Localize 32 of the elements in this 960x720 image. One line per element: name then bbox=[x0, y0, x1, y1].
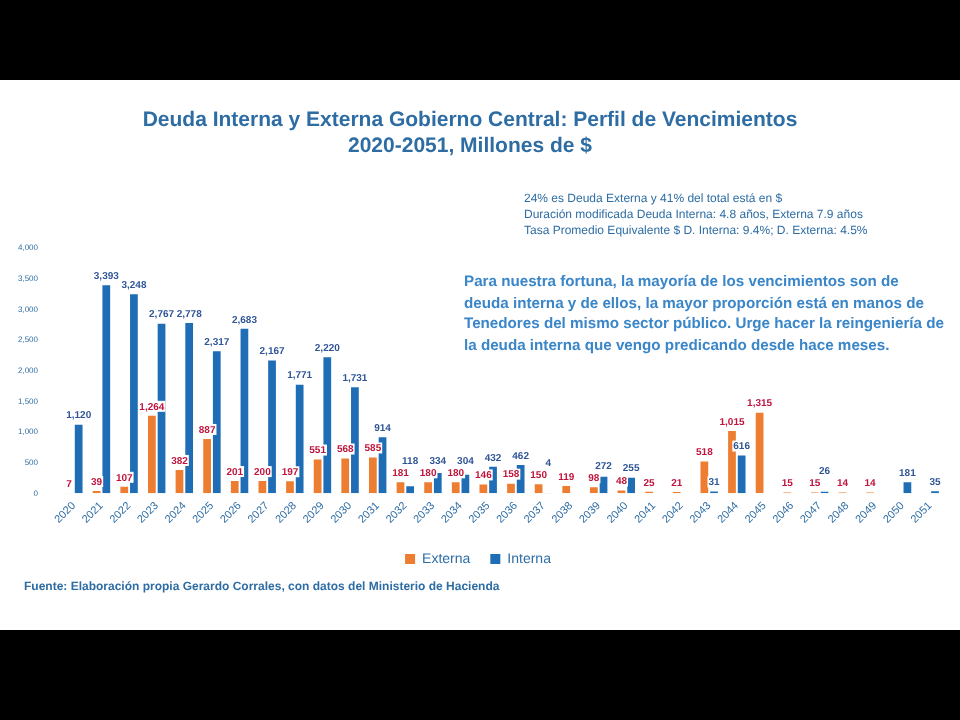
bar bbox=[295, 384, 304, 494]
bar bbox=[700, 461, 709, 494]
bar bbox=[268, 360, 276, 494]
bar bbox=[562, 486, 571, 494]
bar bbox=[351, 387, 359, 494]
bar bbox=[120, 486, 129, 494]
bar bbox=[451, 482, 460, 494]
bar bbox=[203, 438, 211, 494]
bar bbox=[185, 322, 194, 494]
bar bbox=[627, 477, 636, 494]
bar bbox=[286, 481, 294, 494]
bar bbox=[74, 424, 83, 494]
bar bbox=[230, 481, 239, 494]
bar bbox=[323, 357, 332, 494]
bar bbox=[507, 483, 515, 494]
bar bbox=[212, 351, 221, 494]
bar bbox=[406, 486, 415, 494]
bar bbox=[102, 285, 111, 494]
bar bbox=[755, 412, 764, 494]
bar bbox=[737, 455, 746, 494]
bar bbox=[369, 457, 377, 494]
bar bbox=[341, 458, 350, 494]
bar bbox=[903, 482, 912, 494]
bar bbox=[396, 482, 405, 494]
bar bbox=[589, 487, 598, 494]
chart-title: Deuda Interna y Externa Gobierno Central: Perfil de Vencimientos 2020-2051, Millones de $ bbox=[140, 108, 800, 160]
bar bbox=[728, 431, 736, 494]
bar bbox=[148, 415, 156, 494]
bar bbox=[433, 472, 442, 494]
bar bbox=[424, 482, 432, 494]
bar bbox=[130, 294, 138, 494]
bar bbox=[479, 484, 488, 494]
